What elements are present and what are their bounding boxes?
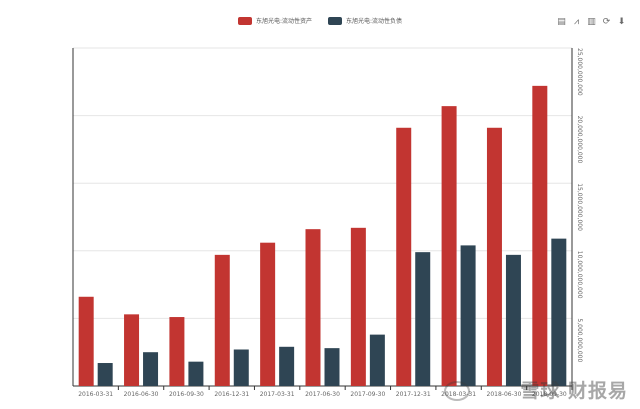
x-tick-label: 2016-12-31 (214, 391, 249, 398)
x-tick-label: 2017-12-31 (396, 391, 431, 398)
bar-assets (78, 296, 94, 386)
bar-assets (260, 242, 276, 386)
legend-item-liabilities[interactable]: 东旭光电:流动性负债 (328, 16, 402, 25)
y-tick-label: 25,000,000,000 (576, 48, 583, 96)
save-image-icon[interactable]: ⬇ (617, 16, 626, 27)
bar-assets (441, 106, 457, 387)
bar-liabilities (97, 363, 113, 386)
x-tick-label: 2017-09-30 (350, 391, 385, 398)
data-view-icon[interactable]: ▤ (557, 16, 566, 27)
bar-assets (214, 254, 230, 386)
y-tick-label: 10,000,000,000 (576, 251, 583, 299)
watermark: 雪球 财报易 (520, 380, 628, 402)
restore-icon[interactable]: ⟳ (602, 16, 611, 27)
y-tick-label: 15,000,000,000 (576, 183, 583, 231)
bar-liabilities (143, 352, 159, 386)
watermark-logo-icon (444, 381, 470, 401)
y-tick-label: 5,000,000,000 (576, 318, 583, 362)
bar-switch-icon[interactable]: ▥ (587, 16, 596, 27)
x-tick-label: 2018-09-30 (532, 391, 567, 398)
bar-assets (169, 317, 185, 386)
x-tick-label: 2018-06-30 (487, 391, 522, 398)
bar-liabilities (324, 348, 340, 386)
bar-assets (486, 127, 502, 386)
bar-liabilities (188, 361, 204, 386)
legend-item-assets[interactable]: 东旭光电:流动性资产 (237, 16, 312, 25)
bar-assets (396, 127, 412, 386)
legend-swatch-liabilities (328, 16, 342, 25)
x-tick-label: 2016-06-30 (124, 391, 159, 398)
line-switch-icon[interactable]: ⩘ (573, 16, 580, 27)
bar-liabilities (460, 245, 476, 386)
bar-assets (124, 314, 140, 386)
bar-liabilities (415, 252, 431, 386)
chart-legend: 东旭光电:流动性资产 东旭光电:流动性负债 (0, 16, 640, 25)
bar-assets (532, 85, 548, 386)
bar-assets (305, 229, 321, 386)
x-tick-label: 2016-09-30 (169, 391, 204, 398)
legend-label-liabilities: 东旭光电:流动性负债 (346, 18, 403, 25)
bar-liabilities (369, 334, 385, 386)
x-tick-label: 2017-06-30 (305, 391, 340, 398)
legend-label-assets: 东旭光电:流动性资产 (255, 18, 312, 25)
bar-assets (350, 227, 366, 386)
bar-liabilities (233, 349, 249, 386)
bar-liabilities (551, 238, 567, 386)
legend-swatch-assets (237, 16, 252, 25)
x-tick-label: 2017-03-31 (260, 391, 295, 398)
bar-liabilities (279, 346, 295, 386)
chart-toolbox: ▤ ⩘ ▥ ⟳ ⬇ (557, 16, 626, 27)
x-tick-label: 2016-03-31 (78, 391, 113, 398)
y-tick-label: 20,000,000,000 (576, 116, 583, 164)
bar-liabilities (505, 254, 521, 386)
